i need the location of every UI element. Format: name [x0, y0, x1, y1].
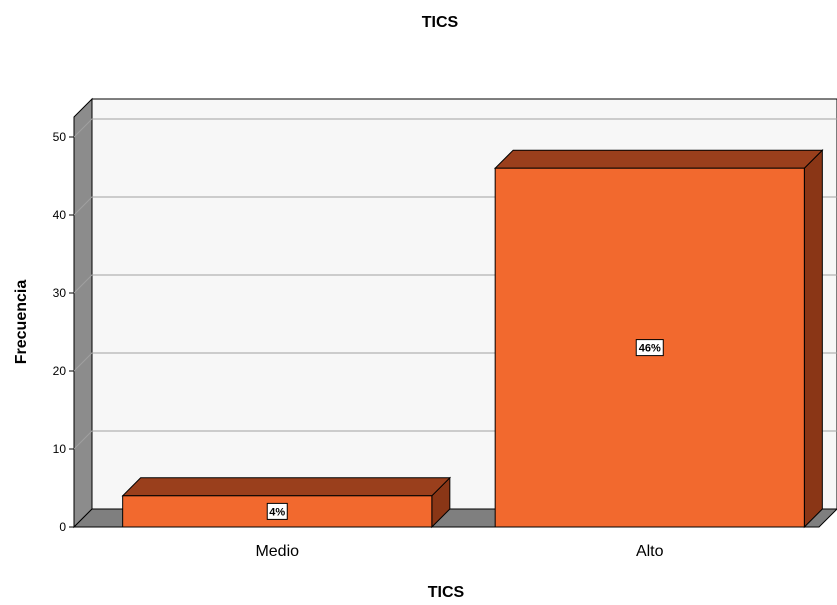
gridline	[73, 118, 837, 138]
bars: 4% 46%	[121, 148, 824, 529]
bar: 4%	[121, 476, 452, 529]
bar-top	[121, 477, 452, 497]
x-axis-categories: Medio Alto	[255, 543, 663, 560]
bar-side	[803, 148, 823, 529]
x-category-label: Medio	[255, 543, 299, 560]
data-label: 46%	[639, 343, 661, 355]
y-tick-label: 20	[53, 364, 67, 378]
bar: 46%	[493, 148, 824, 529]
y-tick-label: 40	[53, 208, 67, 222]
y-tick-label: 10	[53, 442, 67, 456]
left-wall	[73, 97, 93, 529]
y-tick-label: 50	[53, 130, 67, 144]
data-label: 4%	[269, 506, 285, 518]
y-tick-label: 30	[53, 286, 67, 300]
x-axis-title: TICS	[428, 584, 465, 601]
y-axis-title: Frecuencia	[13, 280, 30, 365]
y-tick-label: 0	[59, 520, 66, 534]
data-label-box	[266, 502, 288, 520]
x-category-label: Alto	[636, 543, 664, 560]
y-axis-ticks: 0 10 20 30 40 50	[53, 130, 74, 534]
chart-title: TICS	[422, 14, 459, 31]
bar-top	[493, 149, 824, 169]
data-label-box	[635, 339, 664, 357]
